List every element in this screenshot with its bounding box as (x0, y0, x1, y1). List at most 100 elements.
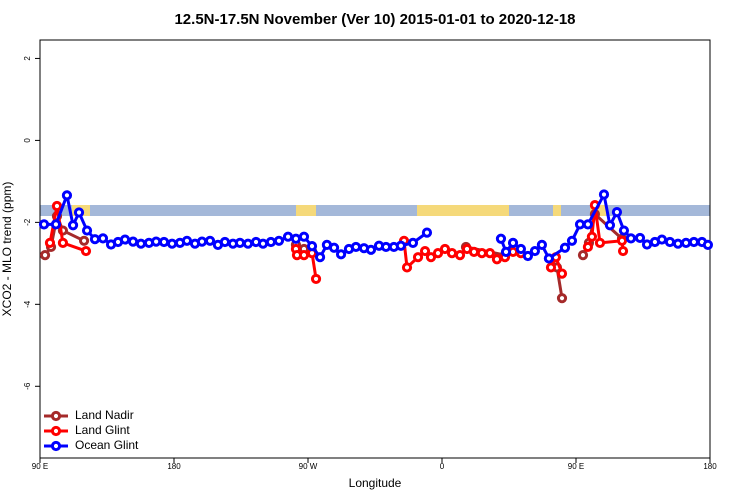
data-point (257, 238, 269, 249)
data-point (515, 243, 527, 255)
data-point (350, 241, 362, 253)
data-point (680, 237, 692, 248)
data-point (282, 231, 294, 242)
data-point (439, 243, 451, 255)
data-point (522, 250, 534, 262)
data-point (265, 236, 277, 248)
data-point (78, 235, 90, 246)
data-point (44, 237, 56, 248)
data-point (412, 252, 424, 263)
data-point (97, 233, 109, 244)
data-point (556, 293, 568, 304)
y-axis-label: XCO2 - MLO trend (ppm) (0, 182, 14, 317)
data-point (641, 239, 653, 250)
data-point (446, 247, 458, 259)
data-point (80, 245, 92, 257)
data-point (290, 233, 302, 244)
data-point (556, 268, 568, 279)
data-point (545, 262, 557, 273)
data-point (234, 237, 246, 248)
data-point (166, 238, 178, 249)
data-point (582, 219, 594, 230)
data-point (476, 247, 488, 259)
data-point (702, 239, 714, 251)
y-tick-label: -4 (23, 300, 32, 308)
x-tick-label: 90 E (32, 462, 48, 471)
data-point (586, 231, 598, 242)
data-point (38, 219, 50, 230)
data-point (335, 249, 347, 260)
data-point (89, 234, 101, 245)
data-point (419, 245, 431, 257)
legend-swatch (50, 440, 62, 452)
data-point (432, 247, 444, 259)
data-point (611, 207, 623, 218)
data-point (365, 244, 377, 255)
data-point (468, 246, 480, 257)
data-point (380, 241, 392, 253)
data-point (395, 240, 407, 251)
data-point (634, 232, 646, 244)
data-point (529, 245, 541, 257)
data-point (484, 247, 496, 259)
data-point (495, 233, 507, 244)
data-point (204, 235, 216, 246)
data-point (688, 236, 700, 248)
data-point (664, 236, 676, 248)
data-point (618, 225, 630, 236)
legend-swatch (50, 425, 62, 437)
data-point (577, 250, 589, 261)
x-tick-label: 90 W (299, 462, 318, 471)
y-tick-label: 0 (23, 138, 32, 143)
y-tick-label: -2 (23, 218, 32, 226)
data-point (566, 235, 578, 246)
land-strip (553, 205, 561, 216)
legend-label: Ocean Glint (75, 438, 139, 452)
data-point (273, 235, 285, 246)
data-point (574, 219, 586, 230)
data-point (598, 189, 610, 200)
data-point (135, 238, 147, 249)
data-point (401, 262, 413, 273)
data-point (454, 250, 466, 261)
x-tick-label: 180 (703, 462, 717, 471)
data-point (543, 253, 555, 264)
x-tick-label: 180 (167, 462, 181, 471)
data-point (625, 233, 637, 244)
data-point (582, 241, 594, 253)
data-point (604, 220, 616, 231)
land-mask (40, 205, 710, 216)
data-point (219, 236, 231, 248)
data-point (242, 238, 254, 249)
data-point (672, 238, 684, 249)
data-point (50, 219, 62, 230)
data-point (314, 252, 326, 263)
data-point (656, 234, 668, 245)
data-point (500, 246, 512, 257)
land-strip (417, 205, 509, 216)
data-point (559, 242, 571, 253)
y-tick-label: -6 (23, 382, 32, 390)
data-point (425, 252, 437, 263)
legend-label: Land Nadir (75, 408, 134, 422)
ocean-strip (40, 205, 710, 216)
data-point (421, 227, 433, 238)
data-point (181, 235, 193, 246)
data-point (616, 235, 628, 246)
data-point (310, 273, 322, 285)
data-point (507, 237, 519, 248)
land-strip (296, 205, 316, 216)
legend-label: Land Glint (75, 423, 130, 437)
data-point (73, 207, 85, 218)
x-tick-label: 90 E (568, 462, 584, 471)
data-point (298, 250, 310, 261)
data-point (594, 237, 606, 248)
data-point (536, 239, 548, 251)
data-point (39, 250, 51, 261)
data-point (119, 234, 131, 245)
data-point (407, 237, 419, 248)
x-axis-label: Longitude (349, 476, 402, 490)
data-point (57, 237, 69, 248)
